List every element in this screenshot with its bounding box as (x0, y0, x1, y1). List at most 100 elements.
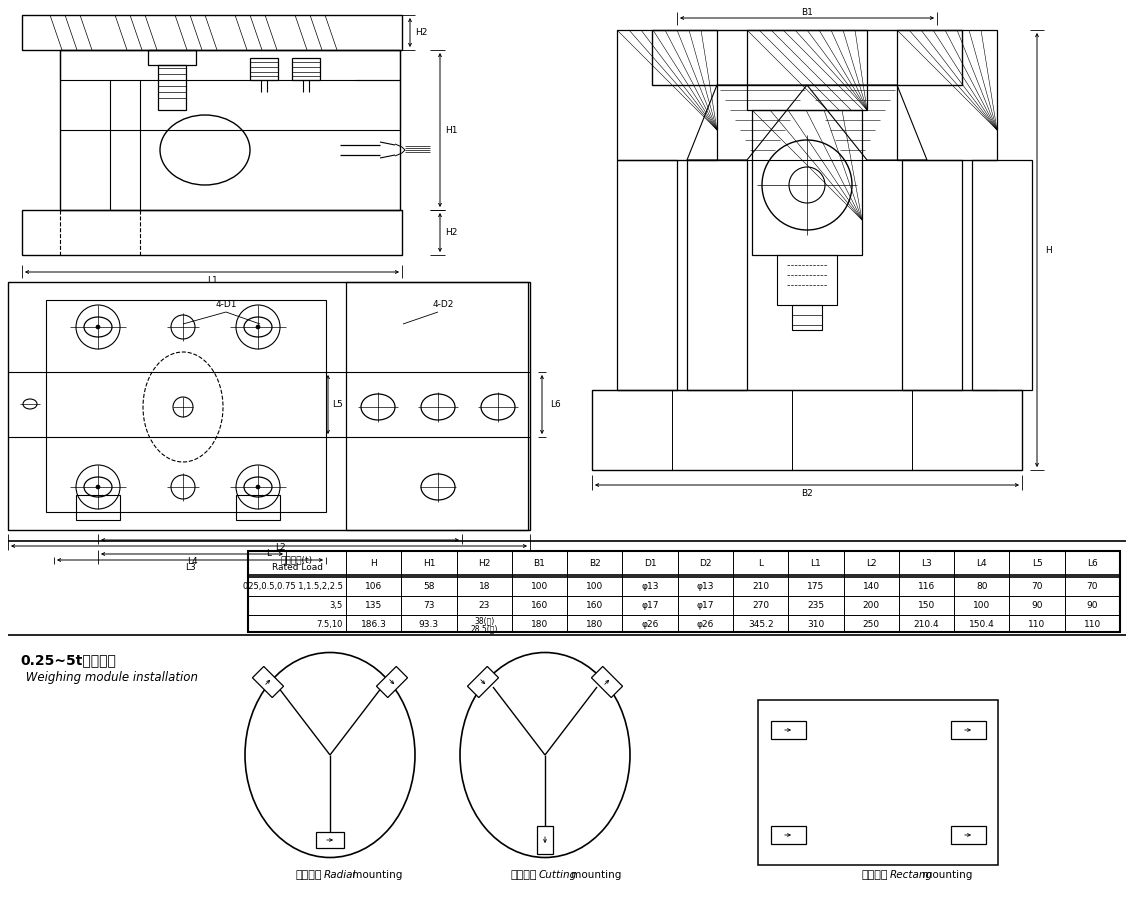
Text: L2: L2 (274, 544, 286, 553)
Bar (592, 390, 1022, 470)
Text: φ17: φ17 (642, 601, 659, 610)
Text: L6: L6 (1088, 559, 1098, 568)
Bar (248, 551, 1120, 632)
Bar (897, 30, 997, 160)
Polygon shape (376, 666, 407, 698)
Text: 93.3: 93.3 (418, 620, 439, 629)
Text: 200: 200 (863, 601, 880, 610)
Bar (60, 50, 400, 210)
Text: 80: 80 (976, 582, 988, 591)
Text: D2: D2 (699, 559, 712, 568)
Text: 3,5: 3,5 (330, 601, 342, 610)
Text: B1: B1 (801, 7, 813, 16)
Circle shape (96, 485, 100, 489)
Text: 90: 90 (1086, 601, 1098, 610)
Text: B2: B2 (801, 489, 813, 498)
Text: 径向安装: 径向安装 (296, 870, 322, 880)
Text: B2: B2 (589, 559, 601, 568)
Bar (758, 700, 998, 865)
Text: 345.2: 345.2 (747, 620, 773, 629)
Text: H1: H1 (445, 126, 457, 135)
Text: L4: L4 (187, 558, 197, 567)
Bar (617, 160, 677, 390)
Bar (902, 160, 962, 390)
Text: Rated Load: Rated Load (271, 563, 322, 572)
Text: 70: 70 (1086, 582, 1098, 591)
Bar (249, 58, 278, 80)
Bar (236, 495, 280, 520)
Bar (747, 30, 868, 110)
Text: H1: H1 (423, 559, 435, 568)
Text: 210: 210 (752, 582, 769, 591)
Text: 18: 18 (479, 582, 490, 591)
Text: 160: 160 (531, 601, 548, 610)
Bar (792, 305, 822, 330)
Text: 100: 100 (586, 582, 603, 591)
Text: Radial: Radial (324, 870, 356, 880)
Text: mounting: mounting (349, 870, 403, 880)
Polygon shape (538, 826, 553, 854)
Text: 140: 140 (863, 582, 880, 591)
Text: 28.5(下): 28.5(下) (471, 624, 498, 633)
Text: φ13: φ13 (642, 582, 659, 591)
Polygon shape (467, 666, 499, 698)
Text: 106: 106 (365, 582, 382, 591)
Text: 38(上): 38(上) (474, 616, 494, 625)
Text: 70: 70 (1031, 582, 1043, 591)
Text: 额定载荷(t): 额定载荷(t) (281, 555, 313, 564)
Polygon shape (950, 721, 985, 739)
Text: D1: D1 (644, 559, 657, 568)
Circle shape (256, 485, 260, 489)
Text: φ13: φ13 (696, 582, 714, 591)
Text: φ17: φ17 (696, 601, 714, 610)
Bar (777, 255, 837, 305)
Text: B1: B1 (534, 559, 545, 568)
Text: L5: L5 (332, 400, 342, 409)
Text: 150: 150 (917, 601, 936, 610)
Polygon shape (316, 832, 344, 848)
Text: 110: 110 (1084, 620, 1101, 629)
Text: 116: 116 (917, 582, 936, 591)
Text: 100: 100 (973, 601, 990, 610)
Bar (346, 282, 528, 530)
Text: 73: 73 (423, 601, 434, 610)
Text: Cutting: Cutting (539, 870, 577, 880)
Text: L4: L4 (976, 559, 987, 568)
Bar (687, 160, 747, 390)
Text: 7.5,10: 7.5,10 (316, 620, 342, 629)
Text: L6: L6 (550, 399, 560, 408)
Circle shape (256, 325, 260, 329)
Text: H2: H2 (479, 559, 490, 568)
Bar (617, 30, 717, 160)
Text: 90: 90 (1031, 601, 1043, 610)
Text: 4-D1: 4-D1 (215, 300, 237, 309)
Text: Rectang: Rectang (890, 870, 933, 880)
Text: 180: 180 (586, 620, 603, 629)
Text: 150.4: 150.4 (968, 620, 995, 629)
Text: 186.3: 186.3 (361, 620, 387, 629)
Bar (158, 65, 186, 110)
Text: L3: L3 (921, 559, 932, 568)
Bar (752, 110, 862, 255)
Bar (652, 30, 962, 85)
Text: mounting: mounting (568, 870, 621, 880)
Text: 270: 270 (752, 601, 769, 610)
Bar (22, 210, 401, 255)
Text: H2: H2 (445, 228, 457, 237)
Text: L3: L3 (185, 563, 195, 572)
Bar (972, 160, 1032, 390)
Text: H2: H2 (415, 28, 428, 37)
Polygon shape (770, 721, 805, 739)
Text: φ26: φ26 (642, 620, 659, 629)
Text: L: L (759, 559, 763, 568)
Text: 250: 250 (863, 620, 880, 629)
Text: φ26: φ26 (696, 620, 714, 629)
Bar (60, 50, 400, 80)
Text: L1: L1 (206, 275, 218, 284)
Text: H: H (371, 559, 376, 568)
Text: 23: 23 (479, 601, 490, 610)
Bar (291, 58, 320, 80)
Polygon shape (592, 666, 623, 698)
Text: L2: L2 (866, 559, 877, 568)
Text: 110: 110 (1029, 620, 1046, 629)
